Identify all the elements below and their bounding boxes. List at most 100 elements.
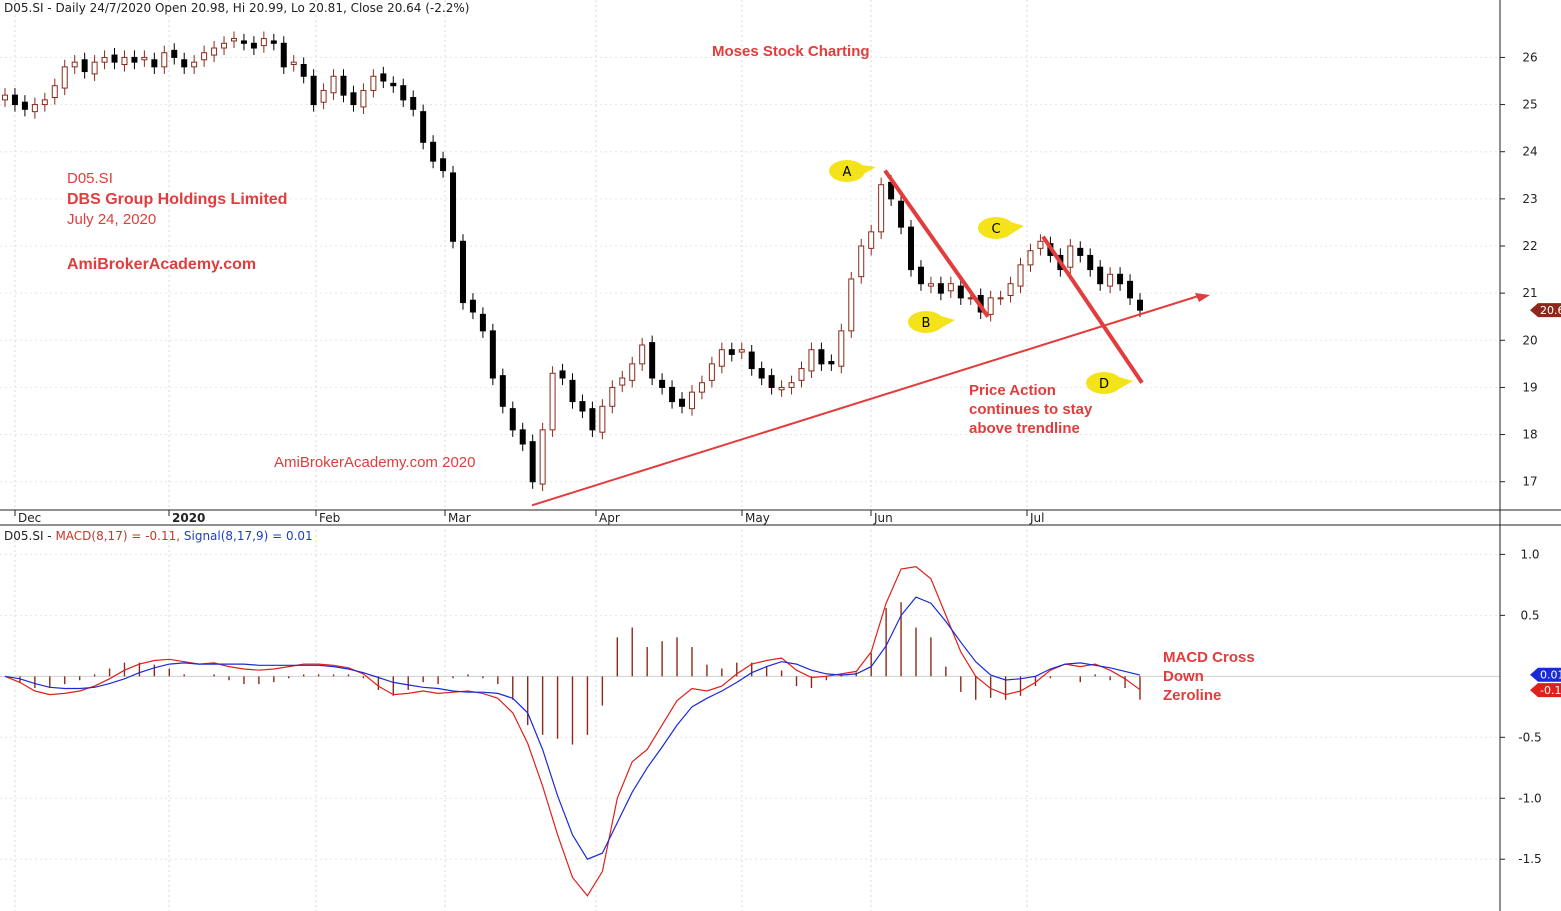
candle-body (91, 61, 98, 75)
candle-body (499, 375, 506, 407)
candle-body (111, 54, 118, 63)
candle-body (469, 299, 476, 313)
candle-body (240, 40, 247, 44)
candle-body (2, 94, 8, 101)
candle-body (917, 266, 924, 285)
marker-d-label: D (1099, 377, 1109, 392)
candle-body (808, 349, 815, 372)
candle-body (629, 363, 636, 381)
candle-body (81, 59, 88, 73)
x-tick-label: Jun (873, 511, 893, 525)
candle-body (947, 283, 954, 292)
candle-body (280, 42, 287, 68)
candle-body (798, 368, 805, 381)
candle-body (778, 386, 785, 391)
upper-pane (0, 0, 1500, 510)
candle-body (937, 283, 944, 294)
candle-body (848, 278, 855, 332)
macd-value-tag: -0.11316 (1530, 683, 1561, 698)
candle-body (957, 285, 964, 299)
candle-body (11, 94, 18, 106)
grid (0, 0, 1500, 911)
candle-body (758, 368, 765, 379)
price-note-line-1: Price Action (969, 382, 1056, 399)
candle-body (430, 141, 437, 162)
x-tick-label: Apr (599, 511, 620, 525)
candle-body (589, 408, 596, 431)
candle-body (191, 61, 198, 68)
date-label: July 24, 2020 (67, 211, 157, 228)
marker-c: C (978, 217, 1024, 239)
candle-body (31, 104, 38, 113)
candle-body (738, 349, 745, 353)
chart-title: Moses Stock Charting (712, 43, 870, 60)
candle-body (61, 66, 68, 89)
macd-header-symbol: D05.SI - (4, 529, 56, 543)
candle-body (868, 231, 875, 249)
macd-note-line-1: MACD Cross (1163, 649, 1255, 666)
candle-body (1137, 299, 1143, 311)
candle-body (171, 49, 178, 58)
marker-b: B (908, 311, 955, 333)
candle-body (459, 240, 466, 304)
candle-body (21, 101, 28, 110)
candle-body (131, 56, 138, 63)
macd-value-tag-shape (1530, 683, 1561, 698)
candle-body (250, 42, 257, 49)
candle-body (211, 47, 218, 56)
candle-body (539, 429, 546, 485)
symbol-label: D05.SI (67, 170, 113, 187)
marker-d: D (1086, 372, 1133, 394)
candle-body (549, 372, 556, 431)
candle-body (380, 73, 387, 82)
macd-tick-label: 1.0 (1520, 547, 1539, 561)
price-tick-label: 18 (1522, 428, 1537, 442)
price-note: Price Action continues to stay above tre… (969, 381, 1092, 438)
candle-body (688, 391, 695, 410)
candle-body (221, 42, 228, 49)
last-close-tag-shape (1530, 303, 1561, 318)
candle-body (927, 283, 934, 287)
last-close-tag-label: 20.64 (1540, 304, 1561, 317)
price-tick-label: 20 (1522, 333, 1537, 347)
cd-down-trendline (1041, 235, 1144, 384)
candle-body (529, 441, 536, 483)
marker-a-bubble (829, 160, 876, 182)
marker-a: A (829, 160, 876, 182)
candle-body (350, 92, 357, 106)
candle-body (659, 379, 666, 388)
candle-body (41, 99, 48, 106)
x-tick-label: Dec (18, 511, 41, 525)
macd-value-tag-label: -0.11316 (1540, 684, 1561, 697)
candle-body (908, 226, 915, 271)
marker-b-bubble (908, 311, 955, 333)
signal-value-tag-label: 0.013289 (1540, 669, 1561, 682)
candle-body (828, 361, 835, 365)
candle-body (1017, 264, 1024, 287)
candle-body (838, 330, 845, 367)
ab-down-trendline (883, 169, 990, 318)
price-tick-label: 17 (1522, 475, 1537, 489)
candle-body (679, 398, 686, 407)
candle-body (898, 200, 905, 228)
x-tick-label: Jul (1029, 511, 1044, 525)
candle-body (639, 344, 646, 365)
candle-body (330, 75, 337, 94)
candle-body (698, 382, 705, 393)
candle-body (320, 89, 327, 103)
candle-body (569, 379, 576, 403)
candle-body (270, 40, 277, 44)
marker-a-label: A (843, 165, 852, 180)
candlestick-series (2, 31, 1143, 492)
price-tick-label: 21 (1522, 286, 1537, 300)
macd-header-value: MACD(8,17) = -0.11, (55, 529, 184, 543)
macd-note: MACD Cross Down Zeroline (1163, 648, 1255, 705)
candle-body (788, 382, 795, 388)
x-tick-label: Mar (448, 511, 471, 525)
signal-value-tag: 0.013289 (1530, 667, 1561, 682)
candle-body (300, 64, 307, 77)
price-note-line-2: continues to stay (969, 401, 1093, 418)
macd-note-line-2: Down (1163, 668, 1204, 685)
macd-tick-label: -0.5 (1518, 730, 1541, 744)
